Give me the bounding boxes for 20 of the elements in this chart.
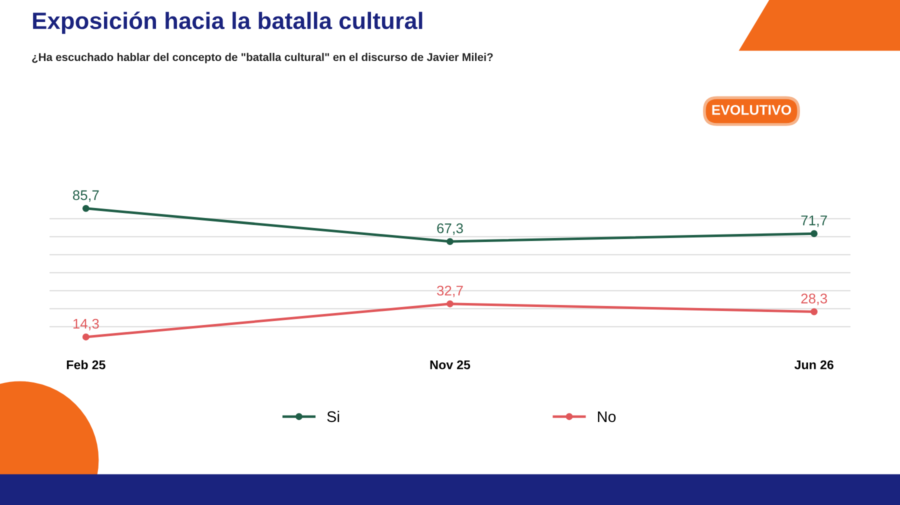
x-tick-label: Jun 26 bbox=[794, 360, 834, 370]
chart-title: Exposición hacia la batalla cultural bbox=[33, 12, 422, 34]
data-label: 71,7 bbox=[801, 216, 827, 227]
point bbox=[446, 300, 454, 308]
x-tick-label: Feb 25 bbox=[66, 360, 106, 370]
x-tick-label: Nov 25 bbox=[430, 360, 470, 370]
text: EVOLUTIVO bbox=[712, 104, 792, 115]
data-label: 85,7 bbox=[73, 190, 99, 202]
data-label: 14,3 bbox=[73, 318, 99, 330]
data-label: 67,3 bbox=[437, 223, 463, 235]
point bbox=[82, 204, 90, 212]
point bbox=[82, 334, 90, 340]
point bbox=[810, 308, 818, 316]
chart-subtitle: ¿Ha escuchado hablar del concepto de "batalla cultural" en el discurso de Javier Milei? bbox=[32, 52, 493, 64]
point bbox=[810, 230, 818, 238]
data-label: 32,7 bbox=[437, 286, 463, 298]
legend-label: No bbox=[598, 411, 616, 422]
point bbox=[446, 238, 454, 246]
data-label: 28,3 bbox=[801, 294, 827, 306]
legend-label: Si bbox=[327, 410, 340, 422]
